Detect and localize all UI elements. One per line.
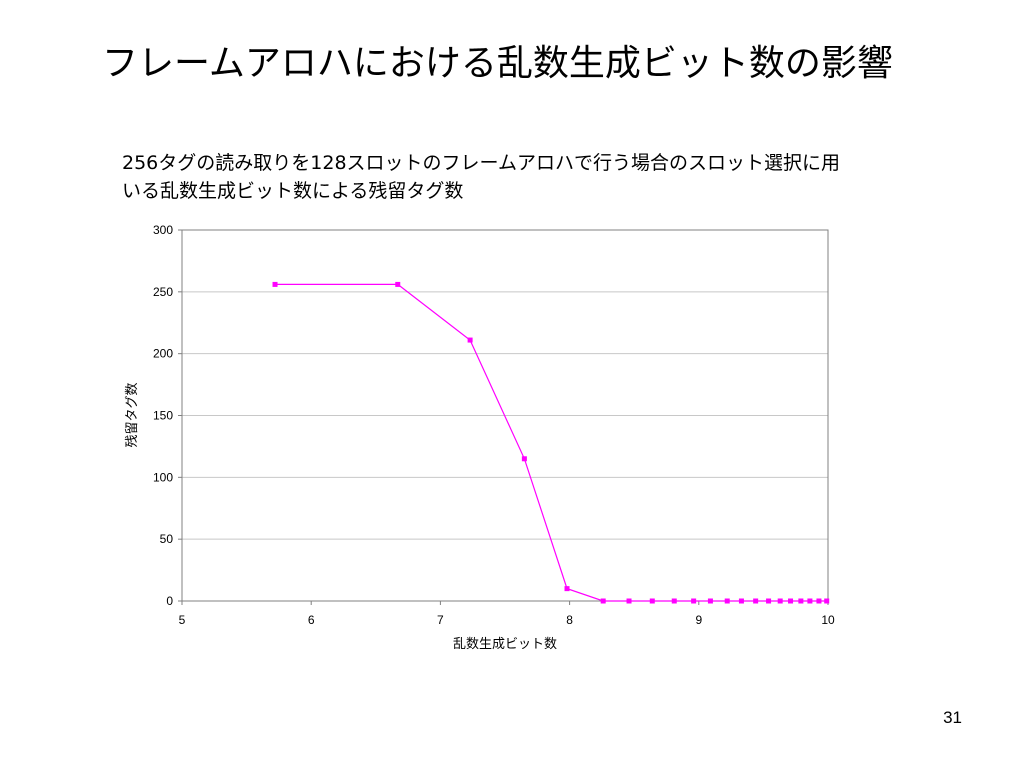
slide-title: フレームアロハにおける乱数生成ビット数の影響 — [102, 43, 893, 84]
data-point — [788, 598, 794, 604]
data-point — [798, 598, 804, 604]
series-markers — [272, 281, 830, 604]
data-point — [807, 598, 813, 604]
data-point — [766, 598, 772, 604]
data-point — [671, 598, 677, 604]
data-point — [600, 598, 606, 604]
y-tick-label: 300 — [153, 223, 173, 237]
plot-area-frame — [181, 229, 829, 602]
y-tick-label: 150 — [153, 409, 173, 423]
page-number: 31 — [943, 708, 962, 727]
data-point — [816, 598, 822, 604]
x-tick-label: 6 — [308, 613, 315, 627]
data-point — [753, 598, 759, 604]
series-line — [275, 283, 827, 602]
x-tick-label: 8 — [566, 613, 573, 627]
x-tick-label: 10 — [821, 613, 835, 627]
data-point — [724, 598, 730, 604]
x-tick-label: 9 — [695, 613, 702, 627]
y-tick-label: 250 — [153, 285, 173, 299]
data-point — [467, 337, 473, 343]
x-tick-label: 7 — [437, 613, 444, 627]
data-point — [272, 281, 278, 287]
y-axis-label: 残留タグ数 — [125, 382, 140, 447]
data-point — [777, 598, 783, 604]
data-point — [824, 598, 830, 604]
y-tick-label: 100 — [153, 470, 173, 484]
axis-ticks: 0 50 100 150 200 250 300 5 6 7 8 9 10 — [153, 223, 835, 627]
x-axis-label: 乱数生成ビット数 — [453, 637, 557, 652]
data-point — [738, 598, 744, 604]
x-tick-label: 5 — [179, 613, 186, 627]
data-point — [707, 598, 713, 604]
data-point — [564, 586, 570, 592]
data-point — [395, 281, 401, 287]
grid-lines — [182, 291, 828, 540]
data-point — [649, 598, 655, 604]
y-tick-label: 200 — [153, 347, 173, 361]
chart-title: 256タグの読み取りを128スロットのフレームアロハで行う場合のスロット選択に用… — [122, 152, 840, 202]
y-tick-label: 50 — [160, 532, 174, 546]
y-tick-label: 0 — [166, 594, 173, 608]
data-point — [521, 456, 527, 462]
data-point — [626, 598, 632, 604]
data-point — [691, 598, 697, 604]
